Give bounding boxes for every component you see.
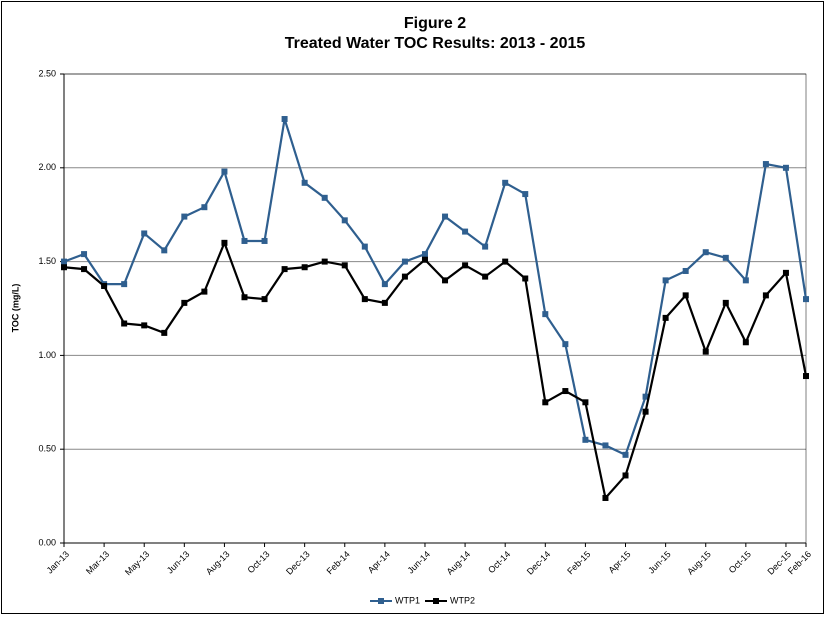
- data-point: [762, 292, 769, 299]
- data-point: [662, 314, 669, 321]
- data-point: [361, 243, 368, 250]
- data-point: [321, 194, 328, 201]
- data-point: [281, 116, 288, 123]
- data-point: [301, 264, 308, 271]
- data-point: [61, 264, 67, 271]
- legend-label: WTP1: [395, 595, 420, 605]
- data-point: [401, 258, 408, 265]
- data-point: [642, 393, 649, 400]
- data-point: [502, 258, 509, 265]
- data-point: [462, 262, 469, 269]
- data-point: [261, 296, 268, 303]
- y-tick-label: 1.00: [38, 350, 56, 360]
- data-point: [401, 273, 408, 280]
- data-point: [582, 399, 589, 406]
- data-point: [101, 282, 108, 289]
- data-point: [682, 267, 689, 274]
- data-point: [221, 239, 228, 246]
- data-point: [522, 191, 529, 198]
- data-point: [241, 237, 248, 244]
- data-point: [602, 494, 609, 501]
- data-point: [201, 204, 208, 211]
- data-point: [542, 311, 549, 318]
- data-point: [381, 299, 388, 306]
- data-point: [602, 442, 609, 449]
- data-point: [361, 296, 368, 303]
- chart-title: Figure 2: [404, 15, 466, 32]
- legend-marker: [378, 598, 384, 604]
- data-point: [462, 228, 469, 235]
- data-point: [121, 281, 128, 288]
- data-point: [421, 256, 428, 263]
- data-point: [642, 408, 649, 415]
- series-line: [63, 239, 808, 501]
- data-point: [702, 249, 709, 256]
- data-point: [61, 258, 67, 265]
- data-point: [662, 277, 669, 284]
- data-point: [722, 254, 729, 261]
- data-point: [502, 179, 509, 186]
- legend-marker: [433, 598, 439, 604]
- data-point: [141, 230, 148, 237]
- data-point: [482, 243, 489, 250]
- legend-label: WTP2: [450, 595, 475, 605]
- data-point: [562, 388, 569, 395]
- data-point: [201, 288, 208, 295]
- data-point: [722, 299, 729, 306]
- data-point: [742, 277, 749, 284]
- data-point: [301, 179, 308, 186]
- data-point: [482, 273, 489, 280]
- data-point: [341, 217, 348, 224]
- data-point: [81, 251, 88, 258]
- data-point: [742, 339, 749, 346]
- y-tick-label: 2.50: [38, 68, 56, 78]
- data-point: [381, 281, 388, 288]
- data-point: [261, 237, 268, 244]
- y-tick-label: 1.50: [38, 256, 56, 266]
- data-point: [622, 451, 629, 458]
- data-point: [161, 247, 168, 254]
- data-point: [442, 213, 449, 220]
- data-point: [542, 399, 549, 406]
- data-point: [803, 296, 809, 303]
- data-point: [421, 251, 428, 258]
- data-point: [702, 348, 709, 355]
- data-point: [281, 266, 288, 273]
- plot-border: [63, 73, 807, 544]
- y-tick-label: 0.00: [38, 537, 56, 547]
- data-point: [622, 472, 629, 479]
- data-point: [321, 258, 328, 265]
- data-point: [442, 277, 449, 284]
- data-point: [221, 168, 228, 175]
- data-point: [121, 320, 128, 327]
- y-tick-label: 0.50: [38, 444, 56, 454]
- data-point: [181, 213, 188, 220]
- data-point: [141, 322, 148, 329]
- data-point: [803, 373, 809, 380]
- data-point: [522, 275, 529, 282]
- data-point: [762, 161, 769, 168]
- data-point: [161, 329, 168, 336]
- data-point: [341, 262, 348, 269]
- data-point: [181, 299, 188, 306]
- series-line: [63, 118, 808, 457]
- y-axis-label: TOC (mg/L): [10, 284, 20, 333]
- chart-subtitle: Treated Water TOC Results: 2013 - 2015: [285, 35, 586, 52]
- data-point: [582, 436, 589, 443]
- data-point: [782, 269, 789, 276]
- y-tick-label: 2.00: [38, 162, 56, 172]
- data-point: [782, 164, 789, 171]
- data-point: [682, 292, 689, 299]
- data-point: [81, 266, 88, 273]
- data-point: [241, 294, 248, 301]
- data-point: [562, 341, 569, 348]
